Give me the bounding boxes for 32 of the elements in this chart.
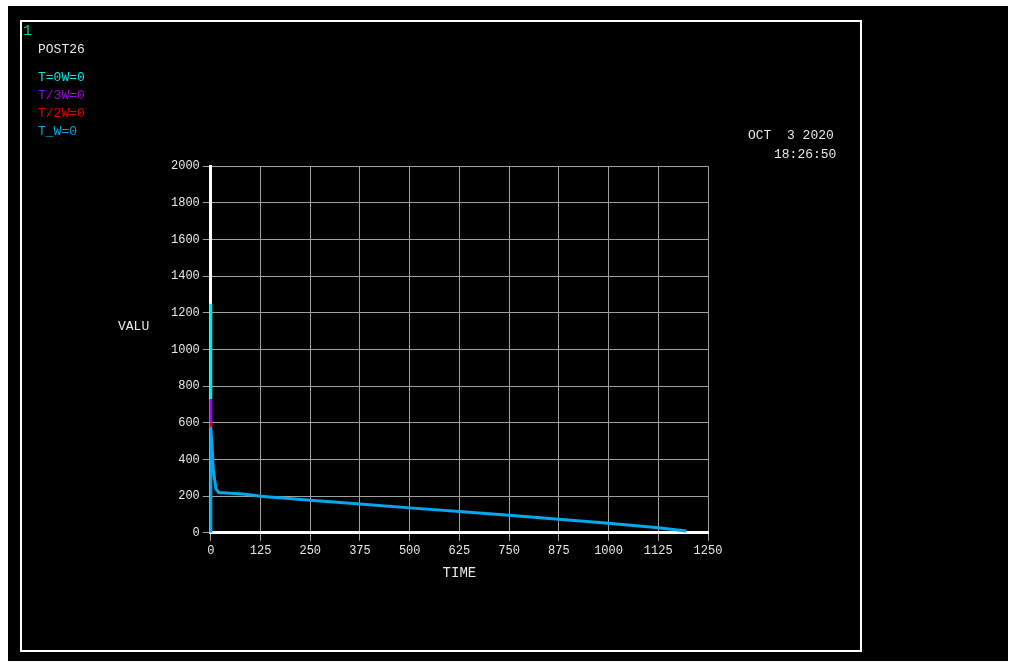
x-tick-label: 625 xyxy=(448,544,471,559)
y-tick-label: 800 xyxy=(178,379,200,394)
x-axis-title: TIME xyxy=(442,565,477,582)
x-tick-label: 875 xyxy=(548,544,570,559)
text: OCT 3 2020 xyxy=(748,128,834,143)
y-tick-label: 1600 xyxy=(170,232,200,247)
text: T=0W=0 xyxy=(38,69,85,87)
text: T/3W=0 xyxy=(38,87,85,105)
y-axis-title: VALU xyxy=(118,319,150,334)
x-tick-label: 375 xyxy=(349,544,371,559)
y-tick-label: 200 xyxy=(178,489,200,504)
x-tick-label: 750 xyxy=(498,544,520,559)
text: POST26 xyxy=(38,42,85,57)
text: 18:26:50 xyxy=(774,147,837,162)
x-tick-label: 125 xyxy=(249,544,272,559)
y-tick-label: 1800 xyxy=(170,196,200,211)
y-tick-label: 400 xyxy=(178,452,200,467)
x-tick-label: 1250 xyxy=(693,544,723,559)
text: 1 xyxy=(23,23,33,40)
x-tick-label: 1125 xyxy=(643,544,673,559)
y-tick-label: 2000 xyxy=(170,159,200,174)
y-tick-label: 0 xyxy=(192,525,200,540)
x-tick-label: 250 xyxy=(299,544,322,559)
y-tick-label: 1200 xyxy=(170,306,200,321)
text: T_W=0 xyxy=(38,123,78,141)
y-tick-label: 1400 xyxy=(170,269,200,284)
y-tick-label: 600 xyxy=(178,415,200,430)
x-tick-label: 1000 xyxy=(594,544,623,559)
text: T/2W=0 xyxy=(38,105,85,123)
x-tick-label: 0 xyxy=(207,544,215,559)
y-tick-label: 1000 xyxy=(170,342,200,357)
x-tick-label: 500 xyxy=(398,544,421,559)
